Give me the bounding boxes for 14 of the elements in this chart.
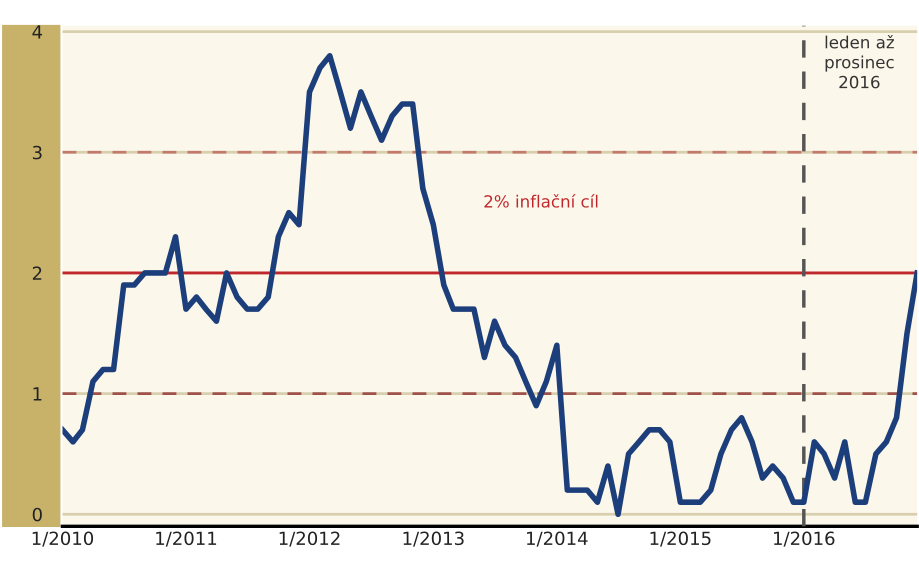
y-tick-label: 3 xyxy=(32,146,42,160)
x-tick-label: 1/2016 xyxy=(774,532,834,547)
x-tick-label: 1/2015 xyxy=(650,532,710,547)
y-tick-label: 2 xyxy=(32,266,42,280)
x-tick-label: 1/2010 xyxy=(32,532,94,547)
x-tick-label: 1/2014 xyxy=(527,532,588,547)
ref-line-label: leden až prosinec 2016 xyxy=(826,34,894,88)
x-tick-label: 1/2012 xyxy=(280,532,340,547)
x-tick-label: 1/2011 xyxy=(156,532,216,547)
ref-line-label: 2% inflační cíl xyxy=(484,194,598,208)
y-tick-label: 1 xyxy=(34,387,42,400)
y-tick-label: 4 xyxy=(32,25,42,38)
x-tick-label: 1/2013 xyxy=(404,532,464,547)
y-tick-label: 0 xyxy=(32,508,42,522)
